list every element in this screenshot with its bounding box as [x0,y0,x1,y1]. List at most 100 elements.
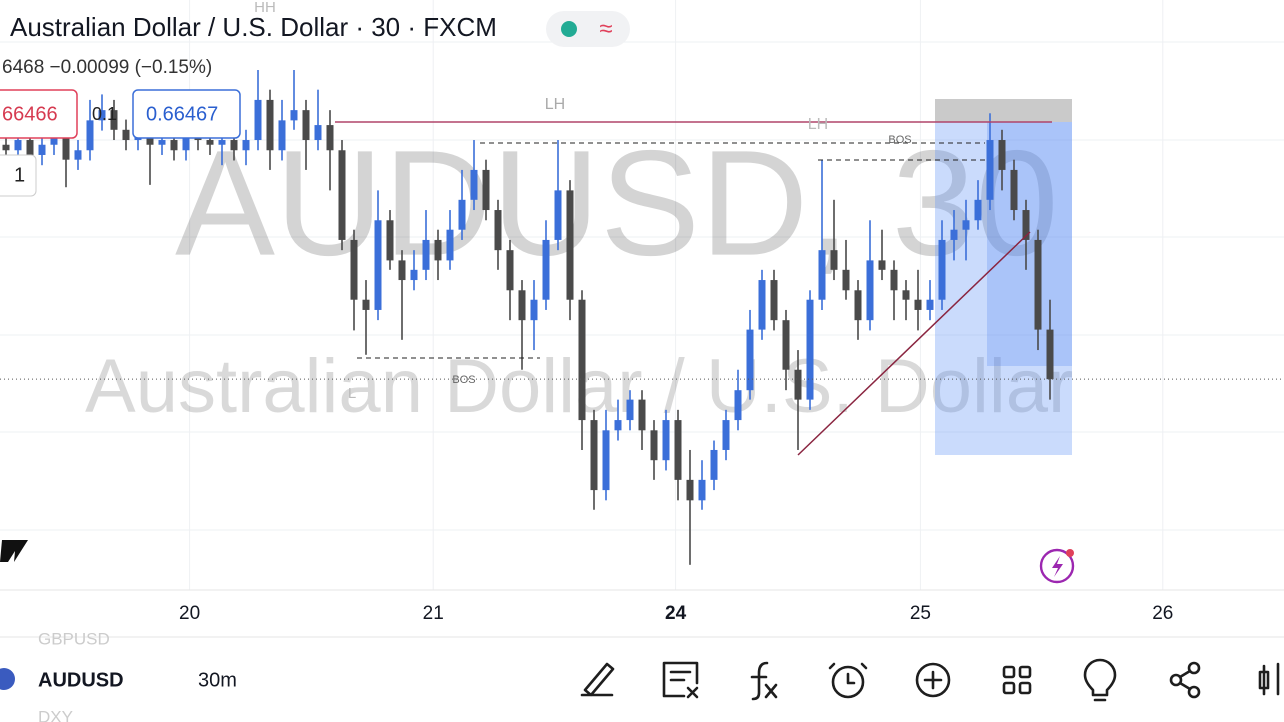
indicators-icon[interactable] [750,661,778,701]
status-pill[interactable] [546,11,630,47]
candle-body [362,299,370,310]
candle-body [686,479,694,501]
flag-icon [0,668,15,690]
candle-body [542,239,550,300]
candle-body [410,269,418,281]
layout-icon [1018,665,1032,679]
candle-body [206,140,214,145]
layout-icon [1018,681,1032,695]
candle-body [818,250,826,300]
add-icon[interactable] [915,662,951,698]
candle-body [86,120,94,151]
candle-body [806,299,814,400]
candle-body [974,199,982,221]
candle-body [902,290,910,300]
x-tick-label: 20 [179,603,200,624]
candle-body [338,150,346,240]
candle-body [554,190,562,240]
candle-body [758,280,766,330]
candle-body [218,140,226,145]
watchlist-prev[interactable]: GBPUSD [38,629,110,648]
annotation: BOS [452,374,475,386]
candle-body [746,329,754,391]
watermark-symbol: AUDUSD, 30 [175,119,1059,287]
annotation: LH [808,116,828,133]
candle-body [650,430,658,461]
candle-body [986,140,994,200]
quantity-box[interactable] [0,154,37,197]
chart-type-icon[interactable] [1258,662,1280,696]
buy-price[interactable]: 0.66467 [146,103,218,125]
time-axis: 20 21 24 25 26 [179,603,1173,624]
candle-body [674,420,682,480]
layout-icon[interactable] [1002,665,1016,679]
candle-body [374,220,382,310]
add-plus [923,670,943,690]
candle-body [890,269,898,291]
candle-body [566,190,574,300]
candle-body [422,239,430,270]
layout-icon [1002,681,1016,695]
candle-body [254,99,262,141]
candle-body [170,140,178,151]
candle-body [578,299,586,421]
market-open-dot [561,21,577,37]
share-icon[interactable] [1169,673,1183,687]
candle-body [74,150,82,160]
candle-body [386,220,394,261]
sell-button[interactable] [0,89,78,139]
alert-icon[interactable] [831,665,865,699]
candle-body [158,140,166,145]
candle-body [602,430,610,491]
candle-body [518,290,526,321]
sell-price[interactable]: 66466 [2,103,58,125]
buy-button[interactable] [132,89,241,139]
share-node [1187,661,1201,675]
x-tick-label: 25 [910,603,931,624]
candle-body [242,140,250,151]
candle-body [842,269,850,291]
interval[interactable]: 30m [198,669,237,691]
candle-body [854,290,862,321]
candle-body [1010,169,1018,211]
alerts-button[interactable] [1039,548,1075,584]
candle-body [878,260,886,270]
candle-body [434,239,442,261]
candle-body [530,299,538,321]
draw-icon[interactable] [580,662,615,697]
candle-body [590,420,598,491]
candle-body [146,135,154,145]
status-icon: ≈ [599,15,612,42]
candle-body [614,420,622,431]
watchlist-next[interactable]: DXY [38,707,73,722]
share-node [1187,685,1201,699]
tradingview-logo [0,540,28,562]
annotation: BOS [888,134,911,146]
price-change: 6468 −0.00099 (−0.15%) [2,57,212,78]
spread: 0.1 [92,104,117,124]
candle-body [1022,210,1030,240]
candle-body [1034,239,1042,330]
symbol-title: Australian Dollar / U.S. Dollar · 30 · F… [10,12,497,42]
candle-body [62,129,70,160]
candle-body [278,120,286,151]
candle-body [14,140,22,151]
candle-body [38,144,46,155]
candle-body [962,220,970,230]
trade-icon[interactable] [662,661,699,699]
candle-body [830,250,838,270]
quantity[interactable]: 1 [14,164,25,186]
trend-line [797,231,1031,456]
lightning-icon [1052,556,1063,577]
candle-body [266,99,274,151]
candle-body [302,110,310,141]
ideas-icon[interactable] [1083,658,1117,702]
candle-body [914,299,922,310]
candle-body [26,140,34,155]
symbol[interactable]: AUDUSD [38,669,124,691]
candle-body [470,169,478,200]
position-stop-zone [935,99,1072,122]
candle-body [626,399,634,421]
candle-body [638,399,646,431]
